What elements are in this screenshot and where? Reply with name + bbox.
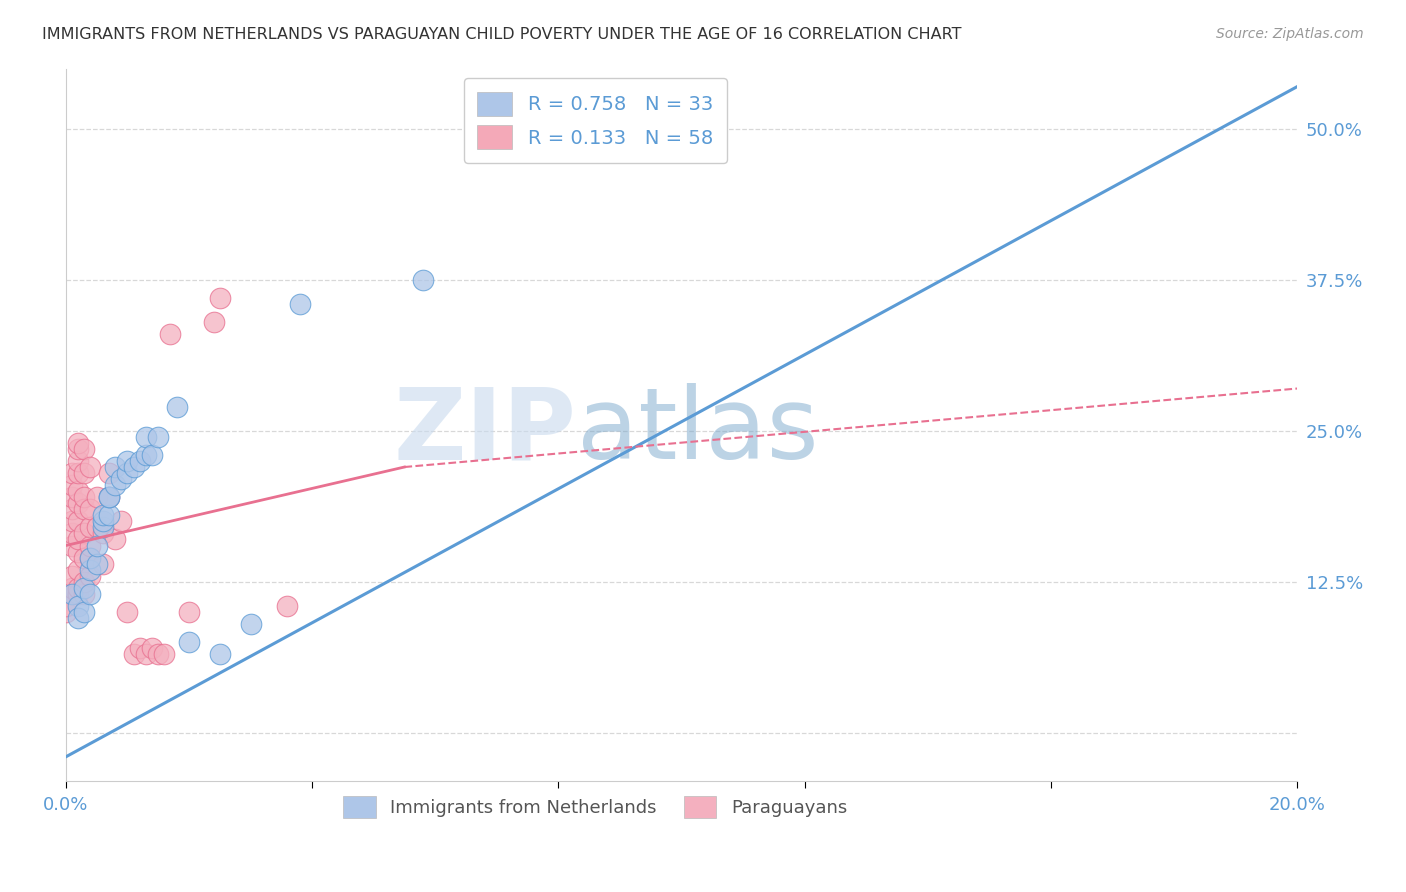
Point <box>55 587 77 601</box>
Point <box>60 539 83 553</box>
Point <box>97 466 120 480</box>
Point <box>153 647 176 661</box>
Point <box>73 502 96 516</box>
Point <box>288 297 311 311</box>
Point <box>67 533 90 547</box>
Point <box>117 454 139 468</box>
Point <box>67 563 90 577</box>
Point <box>67 611 90 625</box>
Point <box>141 448 163 462</box>
Point <box>141 641 163 656</box>
Point <box>117 466 139 480</box>
Point <box>67 544 90 558</box>
Point <box>128 454 150 468</box>
Point <box>67 581 90 595</box>
Point <box>135 430 157 444</box>
Point <box>60 514 83 528</box>
Point <box>177 635 200 649</box>
Text: Source: ZipAtlas.com: Source: ZipAtlas.com <box>1216 27 1364 41</box>
Point <box>86 520 108 534</box>
Point <box>79 502 101 516</box>
Point <box>79 568 101 582</box>
Text: ZIP: ZIP <box>394 384 576 481</box>
Point <box>86 490 108 504</box>
Point <box>97 490 120 504</box>
Point <box>60 502 83 516</box>
Text: atlas: atlas <box>576 384 818 481</box>
Point <box>79 460 101 475</box>
Point <box>67 587 90 601</box>
Point <box>91 520 114 534</box>
Point <box>208 291 231 305</box>
Point <box>110 472 132 486</box>
Point <box>73 490 96 504</box>
Point <box>60 466 83 480</box>
Point <box>79 563 101 577</box>
Point <box>117 605 139 619</box>
Point <box>73 574 96 589</box>
Legend: Immigrants from Netherlands, Paraguayans: Immigrants from Netherlands, Paraguayans <box>336 789 855 825</box>
Point <box>122 460 145 475</box>
Point <box>79 550 101 565</box>
Point <box>202 315 225 329</box>
Point <box>73 550 96 565</box>
Point <box>60 581 83 595</box>
Point <box>67 442 90 456</box>
Point <box>128 641 150 656</box>
Point <box>60 568 83 582</box>
Point <box>73 605 96 619</box>
Point <box>122 647 145 661</box>
Point <box>60 587 83 601</box>
Point <box>60 490 83 504</box>
Point <box>86 557 108 571</box>
Point <box>91 514 114 528</box>
Point <box>91 557 114 571</box>
Point <box>97 490 120 504</box>
Point <box>91 508 114 523</box>
Point <box>104 533 127 547</box>
Point <box>67 514 90 528</box>
Point <box>135 647 157 661</box>
Point <box>73 581 96 595</box>
Point <box>97 508 120 523</box>
Point <box>104 460 127 475</box>
Point <box>67 435 90 450</box>
Point <box>159 327 181 342</box>
Point <box>67 454 90 468</box>
Point <box>104 478 127 492</box>
Point <box>73 442 96 456</box>
Point <box>110 514 132 528</box>
Point <box>73 587 96 601</box>
Point <box>67 496 90 510</box>
Point <box>146 647 169 661</box>
Point <box>146 430 169 444</box>
Point <box>135 448 157 462</box>
Point <box>91 526 114 541</box>
Point <box>177 605 200 619</box>
Point <box>79 550 101 565</box>
Point <box>79 539 101 553</box>
Point <box>55 599 77 613</box>
Point <box>73 526 96 541</box>
Point <box>79 520 101 534</box>
Point <box>97 490 120 504</box>
Point <box>276 599 298 613</box>
Point <box>67 599 90 613</box>
Point <box>55 605 77 619</box>
Point <box>412 273 434 287</box>
Point <box>60 478 83 492</box>
Point <box>60 526 83 541</box>
Point <box>86 539 108 553</box>
Point <box>73 466 96 480</box>
Text: IMMIGRANTS FROM NETHERLANDS VS PARAGUAYAN CHILD POVERTY UNDER THE AGE OF 16 CORR: IMMIGRANTS FROM NETHERLANDS VS PARAGUAYA… <box>42 27 962 42</box>
Point <box>166 400 188 414</box>
Point <box>79 587 101 601</box>
Point <box>239 617 262 632</box>
Point <box>67 484 90 499</box>
Point <box>208 647 231 661</box>
Point <box>67 466 90 480</box>
